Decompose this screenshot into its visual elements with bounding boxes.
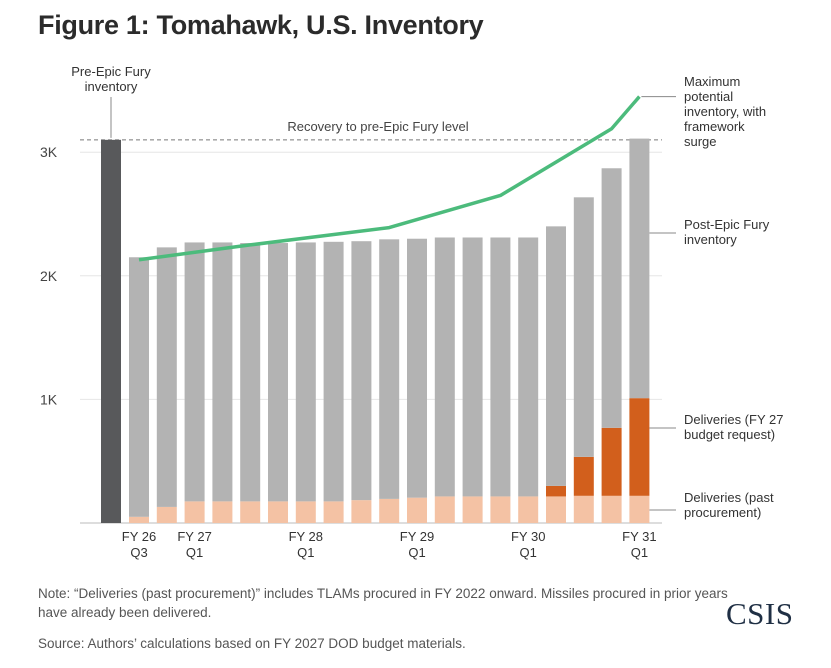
chart-title: Figure 1: Tomahawk, U.S. Inventory — [38, 10, 484, 40]
bar-8-deliveries-past-procurement- — [351, 500, 372, 523]
bar-14-deliveries-past-procurement- — [518, 496, 539, 523]
bar-2-post-epic-fury-inventory — [184, 242, 205, 502]
bar-6-deliveries-past-procurement- — [295, 501, 316, 523]
tomahawk-inventory-chart: 1K 2K 3K Recovery to pre-Epic Fury level Pre… — [40, 64, 783, 560]
bar-7-post-epic-fury-inventory — [323, 241, 344, 502]
csis-logo: CSIS — [726, 596, 794, 631]
x-tick-label-10-1: Q1 — [408, 545, 425, 560]
bar-12-deliveries-past-procurement- — [462, 496, 483, 523]
bar-16-deliveries-past-procurement- — [573, 495, 594, 523]
bar-9-post-epic-fury-inventory — [379, 239, 400, 499]
bar-13-post-epic-fury-inventory — [490, 237, 511, 497]
chart-note: Note: “Deliveries (past procurement)” in… — [38, 586, 728, 620]
bar-17-post-epic-fury-inventory — [601, 168, 622, 428]
x-tick-label-0-1: Q3 — [130, 545, 147, 560]
bar-15-deliveries-past-procurement- — [546, 496, 566, 523]
x-tick-label-2-0: FY 27 — [177, 529, 211, 544]
bar-13-deliveries-past-procurement- — [490, 496, 511, 523]
bar-10-deliveries-past-procurement- — [407, 497, 427, 523]
x-tick-label-18-1: Q1 — [631, 545, 648, 560]
bar-8-post-epic-fury-inventory — [351, 241, 372, 501]
label-max-potential-line-1: potential — [684, 89, 733, 104]
y-tick-label-2K: 2K — [40, 268, 58, 284]
label-deliveries-past-line-1: procurement) — [684, 505, 761, 520]
x-tick-label-14-1: Q1 — [520, 545, 537, 560]
x-tick-label-14-0: FY 30 — [511, 529, 545, 544]
bar-11-post-epic-fury-inventory — [434, 237, 455, 497]
bar-5-post-epic-fury-inventory — [268, 243, 288, 502]
pre-epic-fury-label-line-0: Pre-Epic Fury — [71, 64, 151, 79]
max-potential-inventory-line — [138, 95, 641, 262]
reference-line-label: Recovery to pre-Epic Fury level — [287, 119, 468, 134]
pre-epic-fury-label-line-1: inventory — [85, 79, 138, 94]
x-tick-label-18-0: FY 31 — [622, 529, 656, 544]
label-post-epic-fury-line-1: inventory — [684, 232, 737, 247]
y-tick-label-1K: 1K — [40, 391, 58, 407]
x-tick-label-0-0: FY 26 — [122, 529, 156, 544]
label-max-potential-line-2: inventory, with — [684, 104, 766, 119]
bar-3-deliveries-past-procurement- — [212, 501, 233, 523]
label-max-potential-line-0: Maximum — [684, 74, 740, 89]
bar-14-post-epic-fury-inventory — [518, 237, 539, 497]
pre-epic-fury-bar — [101, 139, 121, 523]
y-tick-label-3K: 3K — [40, 144, 58, 160]
bar-7-deliveries-past-procurement- — [323, 501, 344, 523]
bar-15-deliveries-fy-27-budget-request- — [546, 485, 566, 497]
bar-0-post-epic-fury-inventory — [129, 257, 149, 517]
bar-1-deliveries-past-procurement- — [156, 506, 177, 523]
label-deliveries-fy27-line-1: budget request) — [684, 427, 775, 442]
bar-18-deliveries-past-procurement- — [629, 495, 650, 523]
label-max-potential-line-3: framework — [684, 119, 745, 134]
bar-18-post-epic-fury-inventory — [629, 138, 650, 399]
bar-18-deliveries-fy-27-budget-request- — [629, 398, 650, 496]
bar-17-deliveries-past-procurement- — [601, 495, 622, 523]
bar-15-post-epic-fury-inventory — [546, 226, 566, 486]
bar-16-deliveries-fy-27-budget-request- — [573, 456, 594, 496]
label-deliveries-fy27-line-0: Deliveries (FY 27 — [684, 412, 783, 427]
bar-2-deliveries-past-procurement- — [184, 501, 205, 523]
x-tick-label-6-1: Q1 — [297, 545, 314, 560]
bar-4-deliveries-past-procurement- — [240, 501, 261, 523]
bar-17-deliveries-fy-27-budget-request- — [601, 427, 622, 496]
chart-source: Source: Authors’ calculations based on F… — [38, 636, 466, 651]
bar-0-deliveries-past-procurement- — [129, 516, 149, 523]
bar-9-deliveries-past-procurement- — [379, 498, 400, 523]
bar-16-post-epic-fury-inventory — [573, 197, 594, 457]
x-tick-label-2-1: Q1 — [186, 545, 203, 560]
bar-3-post-epic-fury-inventory — [212, 242, 233, 502]
label-post-epic-fury-line-0: Post-Epic Fury — [684, 217, 770, 232]
bar-10-post-epic-fury-inventory — [407, 238, 427, 498]
bar-12-post-epic-fury-inventory — [462, 237, 483, 497]
bar-1-post-epic-fury-inventory — [156, 247, 177, 507]
bar-11-deliveries-past-procurement- — [434, 496, 455, 523]
bar-6-post-epic-fury-inventory — [295, 242, 316, 502]
x-tick-label-6-0: FY 28 — [289, 529, 323, 544]
bar-4-post-epic-fury-inventory — [240, 243, 261, 502]
label-deliveries-past-line-0: Deliveries (past — [684, 490, 774, 505]
bar-5-deliveries-past-procurement- — [268, 501, 288, 523]
x-tick-label-10-0: FY 29 — [400, 529, 434, 544]
label-max-potential-line-4: surge — [684, 134, 717, 149]
